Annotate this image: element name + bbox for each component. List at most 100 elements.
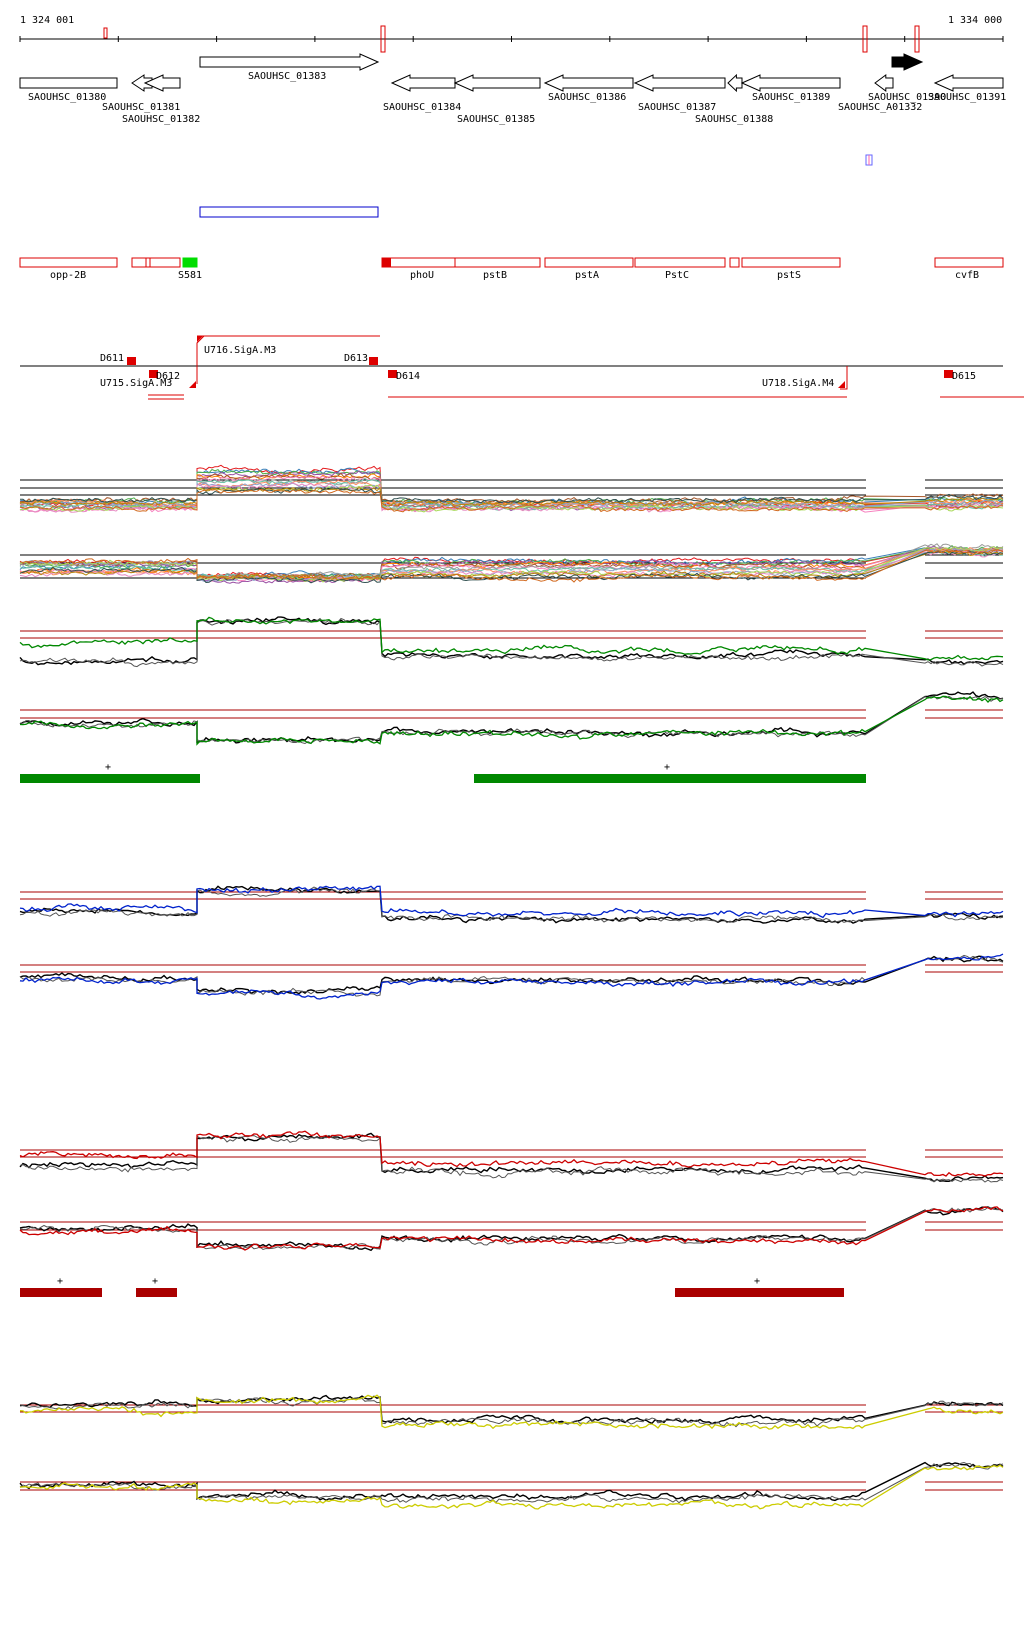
signal-line: [19, 545, 1004, 580]
gene-0[interactable]: SAOUHSC_01380: [19, 77, 118, 103]
gene-label: SAOUHSC_01382: [122, 114, 200, 125]
annotation-label: pstS: [777, 270, 801, 281]
signal-line-black: [19, 1394, 1004, 1425]
blue-region-box: [199, 206, 379, 218]
annotation-label: opp-2B: [50, 270, 86, 281]
gene-10[interactable]: SAOUHSC_A01332: [838, 74, 922, 113]
signal-line-color: [19, 1206, 1004, 1251]
promoter-label: U716.SigA.M3: [204, 345, 276, 356]
annotation-label: PstC: [665, 270, 689, 281]
signal-line-grey: [19, 886, 1004, 924]
gene-12[interactable]: SAOUHSC_01391: [928, 74, 1006, 103]
annotation-2[interactable]: S581: [178, 257, 202, 281]
segment-strand: +: [152, 1276, 158, 1287]
gene-3[interactable]: SAOUHSC_01383: [199, 53, 380, 82]
gene-11[interactable]: SAOUHSC_01390: [868, 53, 946, 103]
annotation-5[interactable]: pstA: [544, 257, 634, 281]
darkred-segment-2[interactable]: +: [675, 1276, 844, 1297]
signal-line-grey: [19, 1461, 1004, 1504]
gene-label: SAOUHSC_A01332: [838, 102, 922, 113]
annotation-6[interactable]: PstC: [634, 257, 726, 281]
ruler-mark: [103, 27, 108, 39]
gene-4[interactable]: SAOUHSC_01384: [383, 74, 461, 113]
multi-signal-bottom: [19, 543, 1004, 584]
gene-2[interactable]: SAOUHSC_01382: [122, 74, 200, 125]
signal-line-color: [19, 695, 1004, 746]
annotation-label: pstB: [483, 270, 507, 281]
signal-line-black: [19, 616, 1004, 666]
feature-D615[interactable]: D615: [944, 370, 976, 382]
signal-line: [19, 488, 1003, 513]
annotation-4[interactable]: pstB: [454, 257, 541, 281]
signal-line-grey: [19, 1135, 1004, 1183]
annotation-label: pstA: [575, 270, 599, 281]
feature-D612[interactable]: D612: [149, 370, 180, 382]
green-segment-1[interactable]: +: [474, 762, 866, 783]
annotation-label: S581: [178, 270, 202, 281]
ruler-mark: [862, 25, 868, 53]
signal-line-grey: [19, 1397, 1004, 1428]
gene-label: SAOUHSC_01386: [548, 92, 626, 103]
feature-track: D611 D612 D613 D614 D615 U716.SigA.M3 U715.Sig…: [20, 335, 1024, 400]
feature-D614[interactable]: D614: [388, 370, 420, 382]
blue-track-2: [19, 953, 1004, 1000]
feature-label: D613: [344, 353, 368, 364]
feature-D611[interactable]: D611: [100, 353, 136, 365]
gene-7[interactable]: SAOUHSC_01387: [633, 74, 726, 113]
green-track-1: [19, 616, 1004, 668]
red-track-1: [19, 1130, 1004, 1183]
signal-line-black: [19, 955, 1004, 995]
annotation-3[interactable]: phoU: [381, 257, 456, 281]
feature-label: D612: [156, 371, 180, 382]
gene-label: SAOUHSC_01383: [248, 71, 326, 82]
signal-line-color: [19, 1394, 1004, 1430]
green-segment-0[interactable]: +: [20, 762, 200, 783]
annotation-sub: [729, 257, 740, 268]
signal-line-grey: [19, 695, 1004, 745]
feature-label: D611: [100, 353, 124, 364]
signal-line: [19, 548, 1004, 581]
feature-label: D615: [952, 371, 976, 382]
feature-D613[interactable]: D613: [344, 353, 378, 365]
annotation-track: opp-2B S581 phoU pstB pstA PstC pstS cvfB: [19, 257, 1004, 281]
gene-5[interactable]: SAOUHSC_01385: [453, 74, 541, 125]
gene-label: SAOUHSC_01384: [383, 102, 461, 113]
annotation-1[interactable]: [131, 257, 181, 268]
gene-9[interactable]: SAOUHSC_01389: [740, 74, 841, 103]
annotation-fill-mark: [382, 258, 391, 267]
signal-line-color: [19, 1130, 1004, 1177]
gene-label: SAOUHSC_01381: [102, 102, 180, 113]
ruler-end: 1 334 000: [948, 15, 1002, 26]
green-track-2: [19, 691, 1004, 746]
annotation-7[interactable]: pstS: [741, 257, 841, 281]
blue-track-1: [19, 885, 1004, 924]
segment-strand: +: [57, 1276, 63, 1287]
signal-line: [19, 550, 1004, 581]
annotation-8[interactable]: cvfB: [934, 257, 1004, 281]
ruler-ticks: [19, 36, 1004, 42]
signal-line-grey: [19, 617, 1004, 668]
gene-6[interactable]: SAOUHSC_01386: [543, 74, 634, 103]
gene-label: SAOUHSC_01385: [457, 114, 535, 125]
annotation-label: phoU: [410, 270, 434, 281]
promoter-label: U718.SigA.M4: [762, 378, 834, 389]
signal-tracks: [19, 464, 1004, 1510]
signal-line-color: [19, 616, 1004, 661]
gene-label: SAOUHSC_01388: [695, 114, 773, 125]
signal-line: [20, 487, 1004, 504]
gene-label: SAOUHSC_01387: [638, 102, 716, 113]
segment-bars: + + + + +: [20, 762, 866, 1297]
segment-strand: +: [664, 762, 670, 773]
yellow-track-2: [19, 1461, 1004, 1510]
gene-label: SAOUHSC_01380: [28, 92, 106, 103]
darkred-segment-0[interactable]: +: [20, 1276, 102, 1297]
ruler-mark: [380, 25, 386, 53]
signal-line-black: [19, 1132, 1004, 1183]
annotation-0[interactable]: opp-2B: [19, 257, 118, 281]
darkred-segment-1[interactable]: +: [136, 1276, 177, 1297]
signal-line-grey: [19, 1206, 1004, 1251]
feature-label: D614: [396, 371, 420, 382]
signal-line: [19, 551, 1004, 584]
annotation-sub: [145, 257, 151, 268]
